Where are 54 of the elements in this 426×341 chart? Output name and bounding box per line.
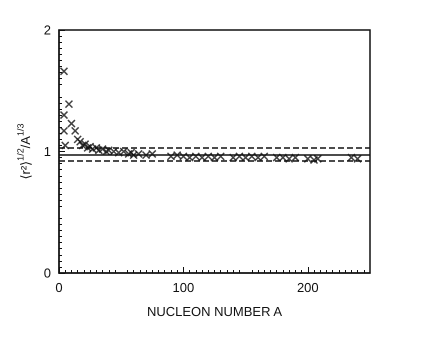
y-tick-label: 1: [44, 144, 51, 159]
point: [235, 152, 244, 161]
point: [172, 150, 182, 160]
point: [179, 152, 188, 161]
point: [124, 150, 133, 158]
point: [272, 153, 281, 162]
point: [88, 144, 97, 154]
point: [126, 148, 136, 157]
point: [98, 144, 107, 154]
point: [60, 141, 70, 150]
point: [92, 144, 101, 152]
point: [254, 153, 262, 162]
point: [260, 152, 269, 161]
point: [83, 144, 92, 152]
y-tick-label: 2: [44, 22, 51, 38]
point: [198, 153, 206, 162]
point: [248, 152, 256, 161]
x-tick-label: 0: [55, 280, 63, 295]
x-tick-label: 200: [296, 280, 319, 295]
point: [204, 152, 213, 161]
point: [76, 138, 84, 146]
point: [310, 156, 318, 164]
point: [134, 150, 143, 158]
point: [216, 152, 225, 161]
point: [353, 154, 362, 164]
x-tick-label: 100: [172, 280, 194, 295]
point: [192, 152, 200, 161]
point: [284, 154, 294, 164]
point: [210, 153, 219, 162]
point: [114, 148, 123, 157]
point: [148, 150, 157, 158]
point: [347, 153, 356, 162]
y-tick-label: 0: [44, 266, 51, 280]
point: [129, 150, 138, 160]
point: [104, 146, 114, 155]
point: [80, 140, 90, 148]
point: [166, 152, 176, 161]
point: [64, 100, 74, 108]
point: [304, 154, 312, 164]
point: [67, 119, 76, 128]
point: [185, 153, 194, 162]
point: [86, 142, 94, 151]
point: [228, 153, 238, 162]
point: [142, 150, 150, 160]
point: [314, 154, 322, 164]
point: [291, 153, 300, 162]
x-axis-title: NUCLEON NUMBER A: [146, 304, 282, 319]
point: [60, 126, 68, 136]
point: [241, 153, 250, 162]
y-axis-title: ⟨r²⟩1/2/A1/3: [16, 124, 33, 180]
point: [60, 110, 68, 120]
point: [78, 141, 87, 150]
point: [94, 146, 104, 155]
point: [60, 67, 68, 76]
